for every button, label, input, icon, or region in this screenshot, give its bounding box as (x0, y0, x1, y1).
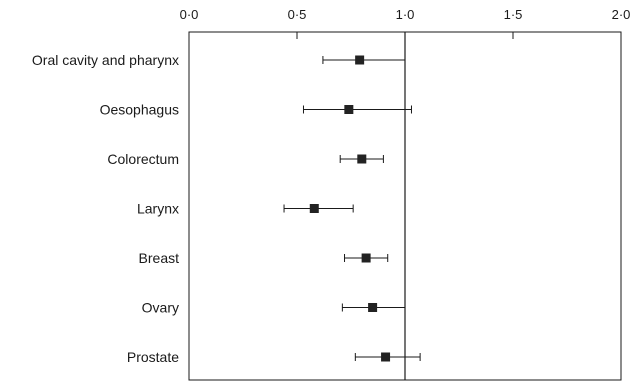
x-tick-label: 2·0 (612, 7, 631, 22)
x-tick-label: 1·5 (504, 7, 523, 22)
category-label: Oral cavity and pharynx (32, 52, 179, 68)
category-label: Larynx (137, 201, 179, 217)
category-label: Ovary (142, 300, 179, 316)
category-label: Oesophagus (100, 102, 179, 118)
point-estimate (355, 55, 365, 65)
category-label: Breast (139, 250, 180, 266)
point-estimate (368, 303, 378, 312)
category-label: Prostate (127, 349, 179, 365)
x-tick-label: 0·5 (288, 7, 307, 22)
point-estimate (381, 352, 391, 362)
point-estimate (357, 154, 367, 164)
point-estimate (361, 253, 371, 263)
category-label: Colorectum (107, 151, 179, 167)
point-estimate (309, 204, 319, 213)
x-tick-label: 1·0 (396, 7, 415, 22)
x-tick-label: 0·0 (180, 7, 199, 22)
point-estimate (344, 105, 354, 114)
